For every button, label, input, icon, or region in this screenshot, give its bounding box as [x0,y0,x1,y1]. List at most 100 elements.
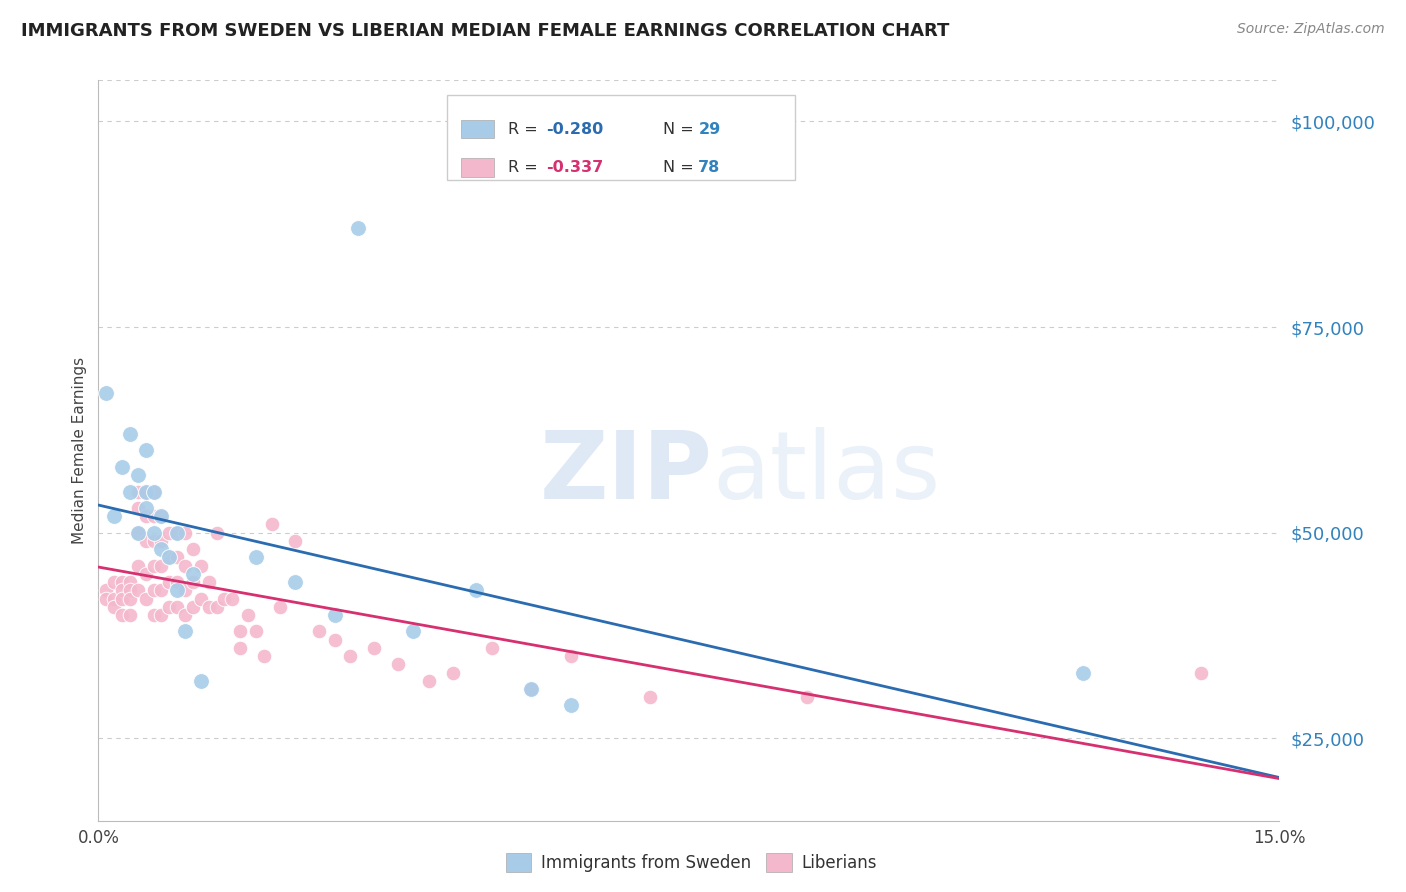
Point [181,599,204,614]
Point [260,517,283,532]
Point [1189,665,1212,680]
Point [111,459,134,474]
Point [150,509,173,524]
Point [127,558,149,573]
Point [166,550,188,565]
Text: 29: 29 [699,121,720,136]
Point [229,640,252,655]
Text: Source: ZipAtlas.com: Source: ZipAtlas.com [1237,22,1385,37]
Point [181,542,204,557]
Point [347,221,370,235]
Point [166,599,188,614]
Point [465,583,488,598]
Point [205,599,228,614]
Point [166,525,188,540]
Point [135,484,157,499]
Point [135,501,157,516]
Point [181,566,204,581]
Point [245,550,267,565]
Point [174,624,197,639]
Point [103,599,125,614]
Point [96,385,118,400]
Point [174,583,197,598]
Text: R =: R = [508,121,543,136]
Point [166,575,188,590]
Point [181,575,204,590]
Point [142,558,165,573]
Text: atlas: atlas [713,426,941,518]
Point [142,484,165,499]
Point [111,575,134,590]
Point [103,509,125,524]
Point [323,632,346,647]
Point [269,599,291,614]
Point [236,607,259,622]
Point [190,558,212,573]
Point [174,558,197,573]
Point [150,583,173,598]
Point [157,525,180,540]
Point [127,484,149,499]
Point [190,673,212,688]
Point [150,542,173,557]
Point [150,509,173,524]
Point [214,591,236,606]
Point [118,575,141,590]
Text: ZIP: ZIP [540,426,713,518]
Point [142,583,165,598]
Point [174,525,197,540]
Point [221,591,243,606]
Point [253,649,276,664]
Point [157,575,180,590]
Point [142,484,165,499]
Point [560,698,582,713]
Text: N =: N = [662,121,699,136]
Point [638,690,661,705]
Point [150,533,173,548]
Point [197,575,219,590]
FancyBboxPatch shape [447,95,796,180]
Point [520,681,543,696]
Point [481,640,503,655]
Text: Liberians: Liberians [801,855,877,872]
Point [520,681,543,696]
Text: -0.337: -0.337 [546,160,603,175]
Point [166,525,188,540]
Point [118,607,141,622]
Point [245,624,267,639]
Point [197,599,219,614]
Point [205,525,228,540]
Text: N =: N = [662,160,699,175]
Point [135,591,157,606]
FancyBboxPatch shape [461,120,494,138]
Point [363,640,385,655]
Point [127,525,149,540]
Point [135,533,157,548]
Point [118,583,141,598]
Text: IMMIGRANTS FROM SWEDEN VS LIBERIAN MEDIAN FEMALE EARNINGS CORRELATION CHART: IMMIGRANTS FROM SWEDEN VS LIBERIAN MEDIA… [21,22,949,40]
Point [142,533,165,548]
Text: 78: 78 [699,160,720,175]
Point [174,607,197,622]
Point [135,566,157,581]
Point [96,591,118,606]
Point [308,624,330,639]
Point [96,583,118,598]
Point [103,591,125,606]
Point [284,575,307,590]
Text: R =: R = [508,160,543,175]
Y-axis label: Median Female Earnings: Median Female Earnings [72,357,87,544]
FancyBboxPatch shape [461,158,494,177]
Point [418,673,440,688]
Point [796,690,818,705]
Point [323,607,346,622]
Point [135,509,157,524]
Point [190,591,212,606]
Point [229,624,252,639]
Point [157,599,180,614]
Point [142,525,165,540]
Point [150,607,173,622]
Point [111,583,134,598]
Point [441,665,464,680]
Point [111,591,134,606]
